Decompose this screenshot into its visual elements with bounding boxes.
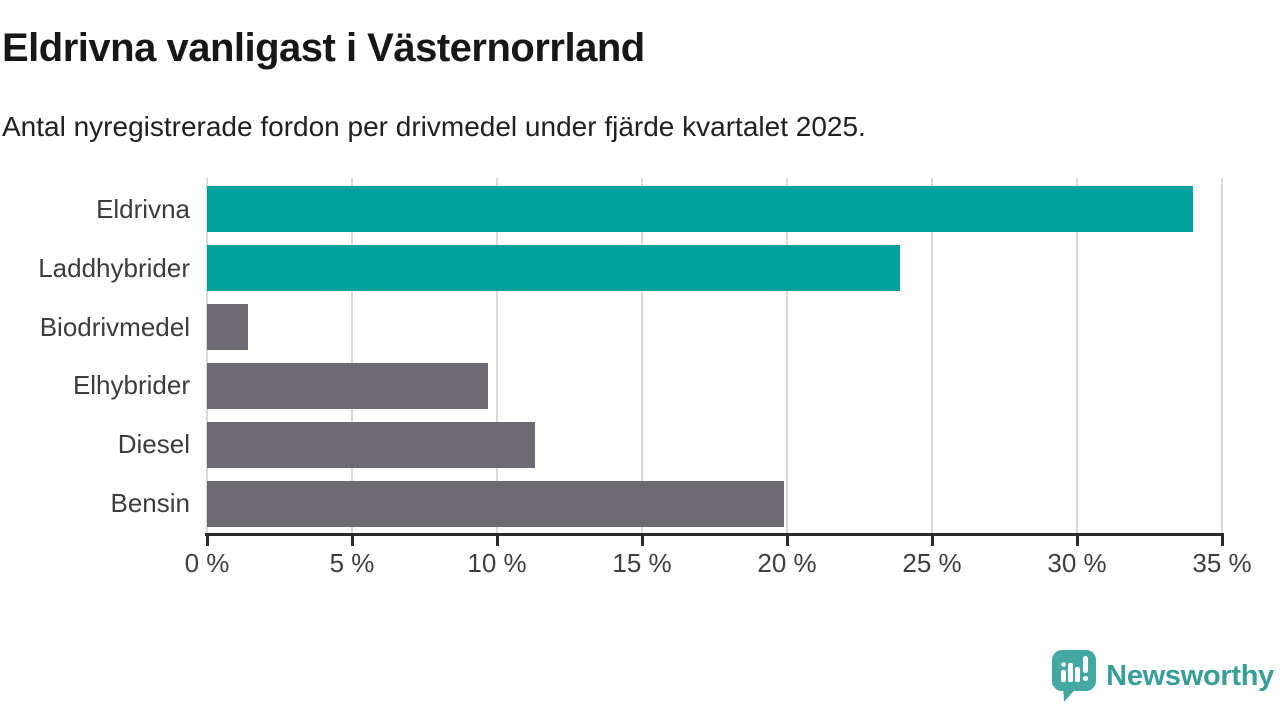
chart-title: Eldrivna vanligast i Västernorrland [2,26,645,70]
bar-bensin [207,480,785,527]
gridline [1076,178,1078,533]
x-axis-tick-label: 0 % [184,548,230,578]
gridline [931,178,933,533]
brand-footer: Newsworthy [1051,648,1274,704]
bar-eldrivna [207,186,1193,233]
y-axis-label: Bensin [110,488,191,519]
gridline [351,178,353,533]
x-axis-tick [930,533,934,546]
y-axis-label: Eldrivna [96,193,190,224]
bar-laddhybrider [207,245,901,292]
bar-elhybrider [207,362,489,409]
newsworthy-logo-icon [1052,650,1097,702]
x-axis-tick [1220,533,1224,546]
y-axis-label: Diesel [117,429,190,460]
y-axis-label: Elhybrider [72,370,190,401]
x-axis-tick-label: 5 % [329,548,375,578]
x-axis-tick [640,533,644,546]
gridline [206,178,208,533]
x-axis-tick [785,533,789,546]
x-axis-tick-label: 20 % [757,548,817,578]
x-axis-tick-label: 35 % [1192,548,1252,578]
x-axis-tick-label: 25 % [902,548,962,578]
y-axis-labels: Eldrivna Laddhybrider Biodrivmedel Elhybrid… [0,180,190,533]
brand-name: Newsworthy [1106,659,1274,692]
bar-biodrivmedel [207,304,248,351]
x-axis-tick-label: 10 % [467,548,527,578]
plot-area: 0 % 5 % 10 % 15 % 20 % 25 % 30 % 35 % [185,178,1252,578]
x-axis-tick [495,533,499,546]
bar-diesel [207,421,535,468]
gridline [786,178,788,533]
bar-chart: Eldrivna Laddhybrider Biodrivmedel Elhybrid… [0,178,1280,578]
gridline [641,178,643,533]
x-axis-tick-label: 30 % [1047,548,1107,578]
x-axis-tick-label: 15 % [612,548,672,578]
y-axis-label: Biodrivmedel [39,311,190,342]
y-axis-label: Laddhybrider [38,252,190,283]
gridline [496,178,498,533]
chart-subtitle: Antal nyregistrerade fordon per drivmede… [2,111,866,142]
gridline [1221,178,1223,533]
x-axis-line [205,533,1224,536]
x-axis-tick [205,533,209,546]
x-axis-tick [350,533,354,546]
x-axis-tick [1075,533,1079,546]
